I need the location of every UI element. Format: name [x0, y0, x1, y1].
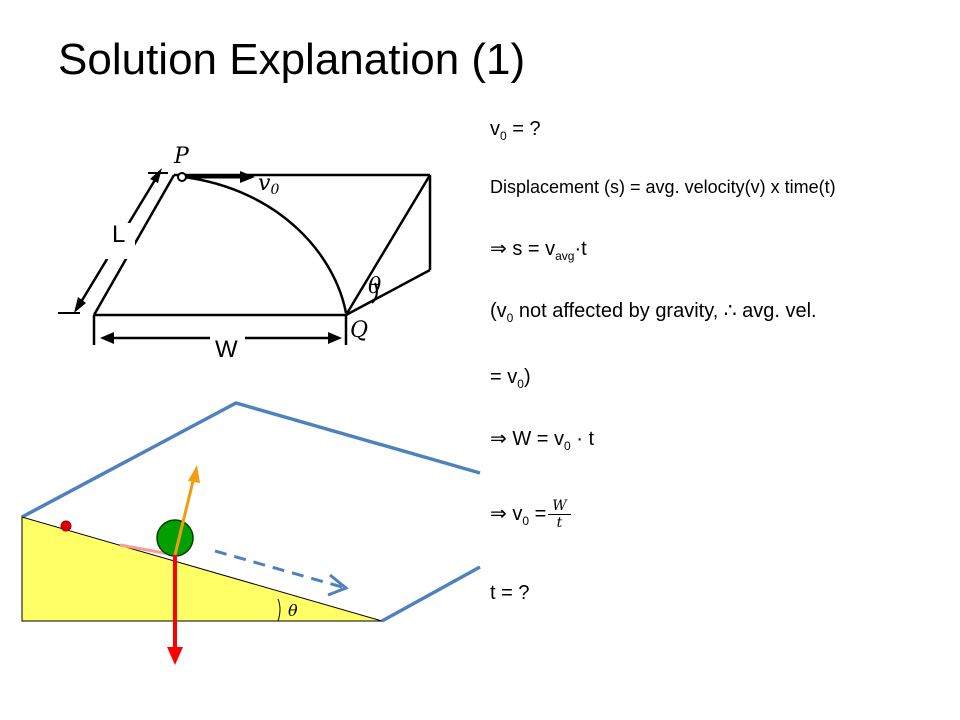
line-v0-unknown: v0 = ?: [490, 118, 541, 143]
label-v0: v0: [258, 171, 279, 198]
motion-direction-arrow: [214, 549, 343, 589]
label-theta-bottom: θ: [288, 601, 298, 620]
inclined-plane-diagram: P v0 θ Q: [58, 144, 432, 345]
trajectory-curve: [183, 175, 348, 314]
line-w-equation: ⇒ W = v0 · t: [490, 428, 595, 453]
start-point-dot: [60, 520, 72, 532]
plane-outline-bottom: [381, 565, 481, 623]
force-diagram: θ: [21, 401, 481, 665]
label-q: Q: [350, 318, 368, 343]
line-s-equation: ⇒ s = vavg·t: [490, 238, 587, 263]
line-gravity-note: (v0 not affected by gravity, ∴ avg. vel.: [490, 300, 817, 325]
line-t-unknown: t = ?: [490, 582, 530, 604]
plane-outline-top: [21, 401, 481, 519]
point-p-marker: [177, 172, 187, 182]
right-slant-edge: [344, 174, 432, 316]
normal-force-arrow: [173, 476, 196, 556]
label-theta-top: θ: [368, 274, 381, 299]
label-p: P: [173, 144, 190, 169]
label-w: W: [215, 336, 238, 363]
line-displacement-definition: Displacement (s) = avg. velocity(v) x ti…: [490, 177, 836, 197]
slide-title: Solution Explanation (1): [58, 35, 526, 84]
incline-triangle: [21, 516, 383, 622]
label-l: L: [112, 221, 126, 248]
back-base-edge: [345, 268, 431, 317]
line-avg-vel-equals: = v0): [490, 366, 531, 391]
